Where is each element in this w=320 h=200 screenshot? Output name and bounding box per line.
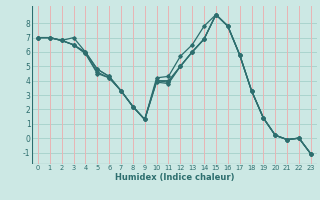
X-axis label: Humidex (Indice chaleur): Humidex (Indice chaleur) (115, 173, 234, 182)
